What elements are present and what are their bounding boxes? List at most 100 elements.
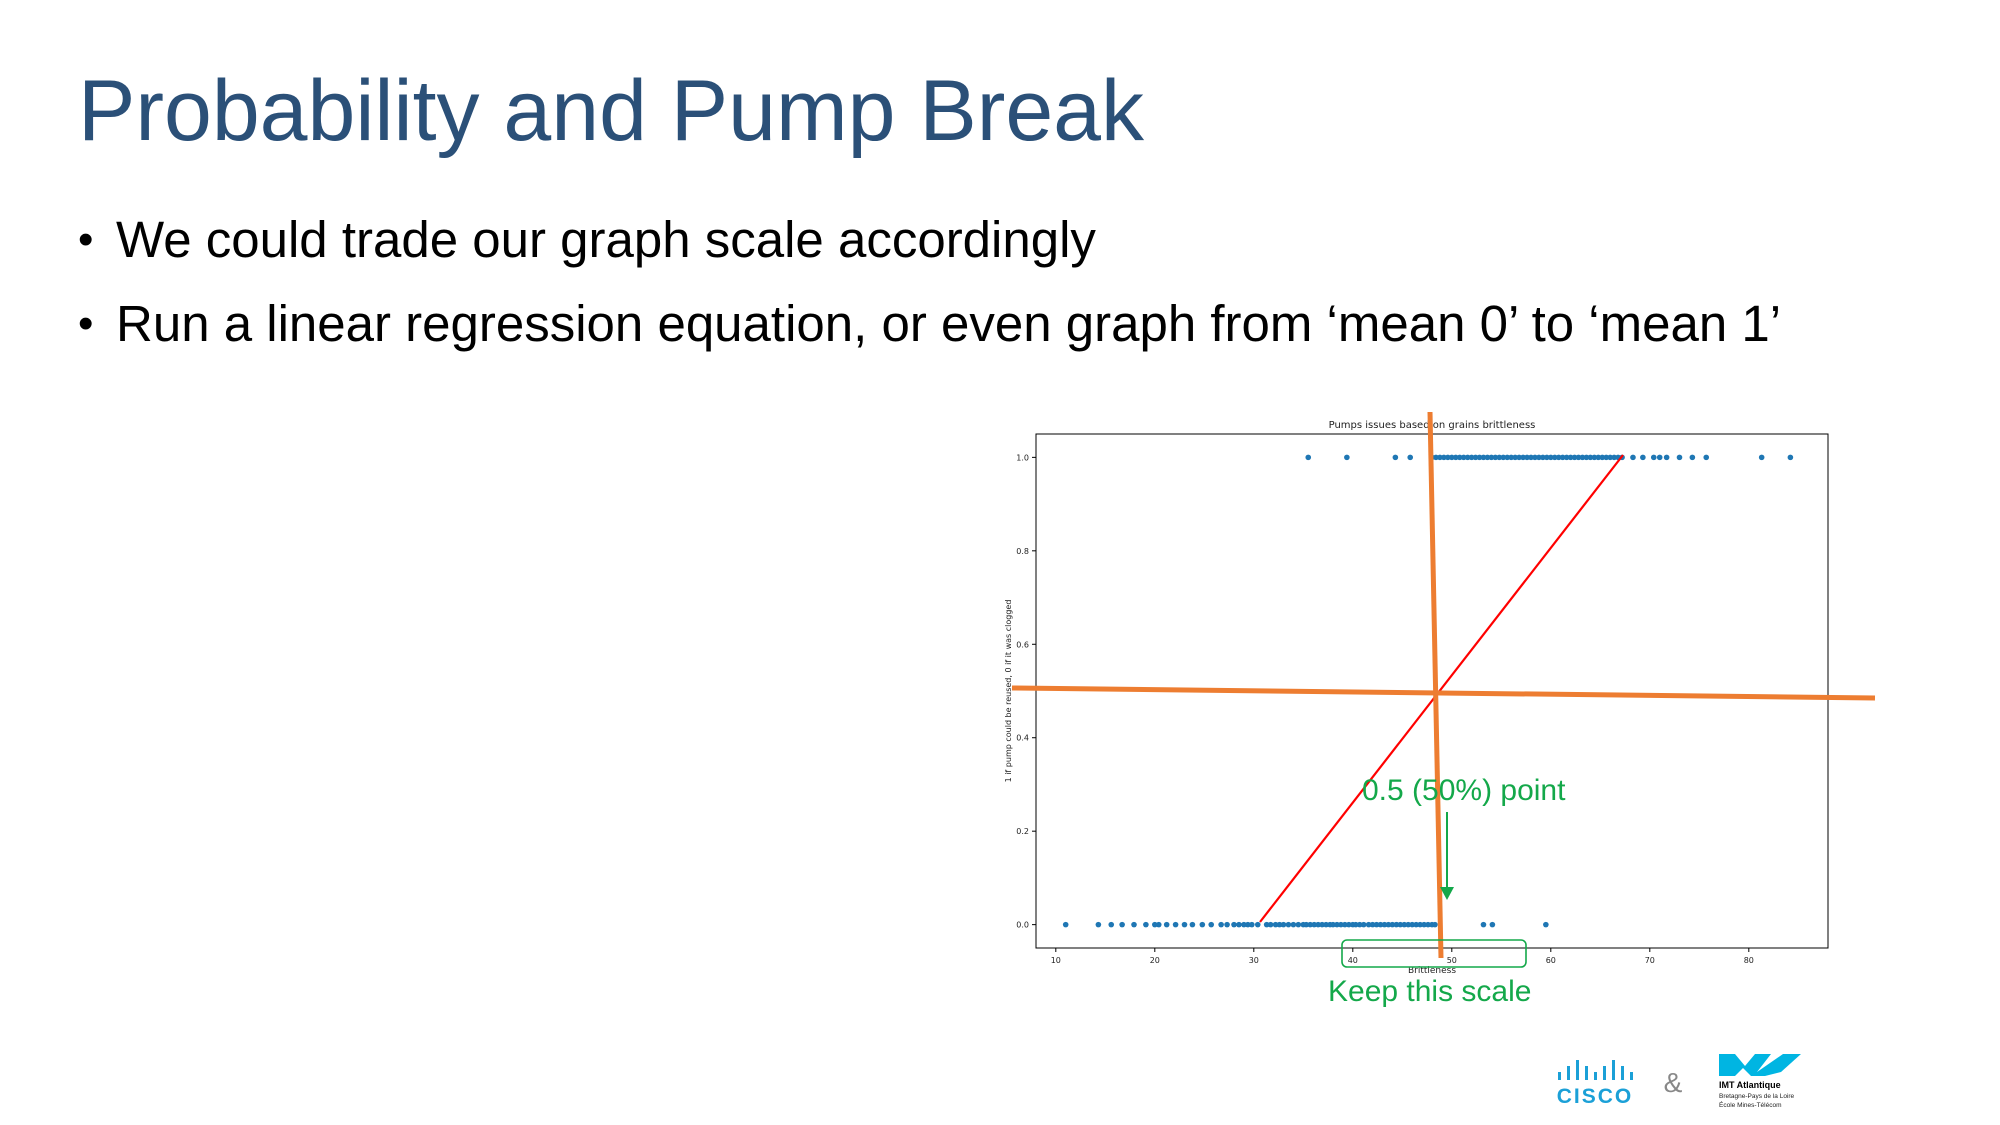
scatter-point <box>1441 454 1447 461</box>
scatter-point <box>1360 921 1367 928</box>
imt-mark-icon <box>1719 1054 1801 1076</box>
scatter-point <box>1342 921 1348 928</box>
horizontal-mean-line <box>1011 685 1876 701</box>
bullet-item: • We could trade our graph scale accordi… <box>78 208 1781 292</box>
scatter-point <box>1437 454 1443 461</box>
scatter-point <box>1208 921 1215 928</box>
scatter-point <box>1352 921 1359 928</box>
scatter-point <box>1263 921 1270 928</box>
scatter-point <box>1224 921 1230 928</box>
axis-ticks: 10 20 30 40 50 60 70 80 0.0 0.2 0.4 0.6 0.8 1.0 <box>1016 453 1754 965</box>
scatter-point <box>1571 454 1578 461</box>
scatter-point <box>1656 454 1663 461</box>
scatter-point <box>1607 454 1613 461</box>
scatter-point <box>1119 921 1125 928</box>
bullet-text: We could trade our graph scale according… <box>116 211 1096 268</box>
scatter-point <box>1365 921 1372 928</box>
scatter-point <box>1488 454 1495 461</box>
x-tick-label: 80 <box>1744 956 1754 965</box>
y-tick-label: 0.4 <box>1016 734 1029 743</box>
imt-subtitle-2: École Mines-Télécom <box>1719 1100 1782 1109</box>
scatter-point <box>1319 921 1325 928</box>
scatter-point <box>1276 921 1283 928</box>
scatter-point <box>1703 454 1710 461</box>
scatter-point <box>1172 921 1179 928</box>
bullet-list: • We could trade our graph scale accordi… <box>78 208 1781 376</box>
scatter-point <box>1758 454 1765 461</box>
scatter-point <box>1508 454 1514 461</box>
scatter-point <box>1062 921 1069 928</box>
x-tick-label: 10 <box>1051 956 1061 965</box>
x-tick-label: 40 <box>1348 956 1358 965</box>
scatter-point <box>1397 921 1404 928</box>
scatter-point <box>1189 921 1196 928</box>
scatter-point <box>1603 454 1610 461</box>
scatter-point <box>1579 454 1586 461</box>
scatter-point <box>1480 454 1487 461</box>
scatter-point <box>1346 921 1352 928</box>
scatter-point <box>1373 921 1380 928</box>
scatter-point <box>1595 454 1602 461</box>
scatter-point <box>1445 454 1451 461</box>
scatter-point <box>1218 921 1224 928</box>
scatter-point <box>1516 454 1522 461</box>
scatter-point <box>1393 921 1400 928</box>
scatter-point <box>1417 921 1423 928</box>
scatter-point <box>1254 921 1261 928</box>
scatter-point <box>1280 921 1287 928</box>
scatter-point <box>1245 921 1251 928</box>
ampersand: & <box>1664 1067 1683 1098</box>
scatter-point <box>1108 921 1115 928</box>
scatter-point <box>1472 454 1479 461</box>
scatter-point <box>1559 454 1566 461</box>
scatter-point <box>1143 921 1149 928</box>
scatter-point <box>1464 454 1471 461</box>
scatter-point <box>1484 454 1491 461</box>
scatter-point <box>1305 454 1312 461</box>
scatter-point <box>1640 454 1646 461</box>
y-tick-label: 0.2 <box>1016 827 1029 836</box>
scatter-point <box>1512 454 1518 461</box>
scatter-point <box>1599 454 1606 461</box>
scatter-point <box>1504 454 1511 461</box>
x-tick-label: 50 <box>1447 956 1457 965</box>
scatter-point <box>1413 921 1419 928</box>
bullet-dot-icon: • <box>78 215 94 264</box>
scatter-point <box>1489 921 1496 928</box>
y-tick-label: 0.0 <box>1016 921 1029 930</box>
scatter-point <box>1303 921 1310 928</box>
scatter-point <box>1567 454 1574 461</box>
scale-highlight-box <box>1341 939 1527 968</box>
fit-line <box>1259 454 1624 923</box>
scatter-point <box>1432 921 1438 928</box>
imt-logo: IMT Atlantique Bretagne-Pays de la Loire… <box>1719 1054 1801 1109</box>
x-tick-label: 30 <box>1249 956 1259 965</box>
scatter-point <box>1650 454 1657 461</box>
scatter-point <box>1131 921 1137 928</box>
scatter-point <box>1236 921 1242 928</box>
scatter-point <box>1405 921 1412 928</box>
y-tick-label: 0.6 <box>1016 640 1029 649</box>
scatter-point <box>1272 921 1279 928</box>
scatter-point <box>1676 454 1683 461</box>
scatter-point <box>1241 921 1247 928</box>
scatter-point <box>1480 921 1487 928</box>
scatter-point <box>1389 921 1396 928</box>
bullet-dot-icon: • <box>78 299 94 348</box>
scatter-point <box>1334 921 1340 928</box>
footer-logos: CISCO & IMT Atlantique Bretagne-Pays de … <box>1557 1054 1801 1109</box>
cisco-bars-icon <box>1558 1060 1633 1080</box>
scatter-point <box>1551 454 1558 461</box>
scatter-point <box>1344 454 1350 461</box>
scatter-point <box>1199 921 1206 928</box>
scatter-point <box>1689 454 1696 461</box>
scatter-point <box>1433 454 1439 461</box>
scatter-point <box>1392 454 1399 461</box>
scatter-point <box>1452 454 1459 461</box>
scatter-point <box>1575 454 1582 461</box>
scatter-point <box>1181 921 1188 928</box>
scatter-point <box>1555 454 1562 461</box>
scatter-point <box>1548 454 1554 461</box>
cisco-wordmark: CISCO <box>1557 1085 1634 1108</box>
scatter-point <box>1468 454 1475 461</box>
